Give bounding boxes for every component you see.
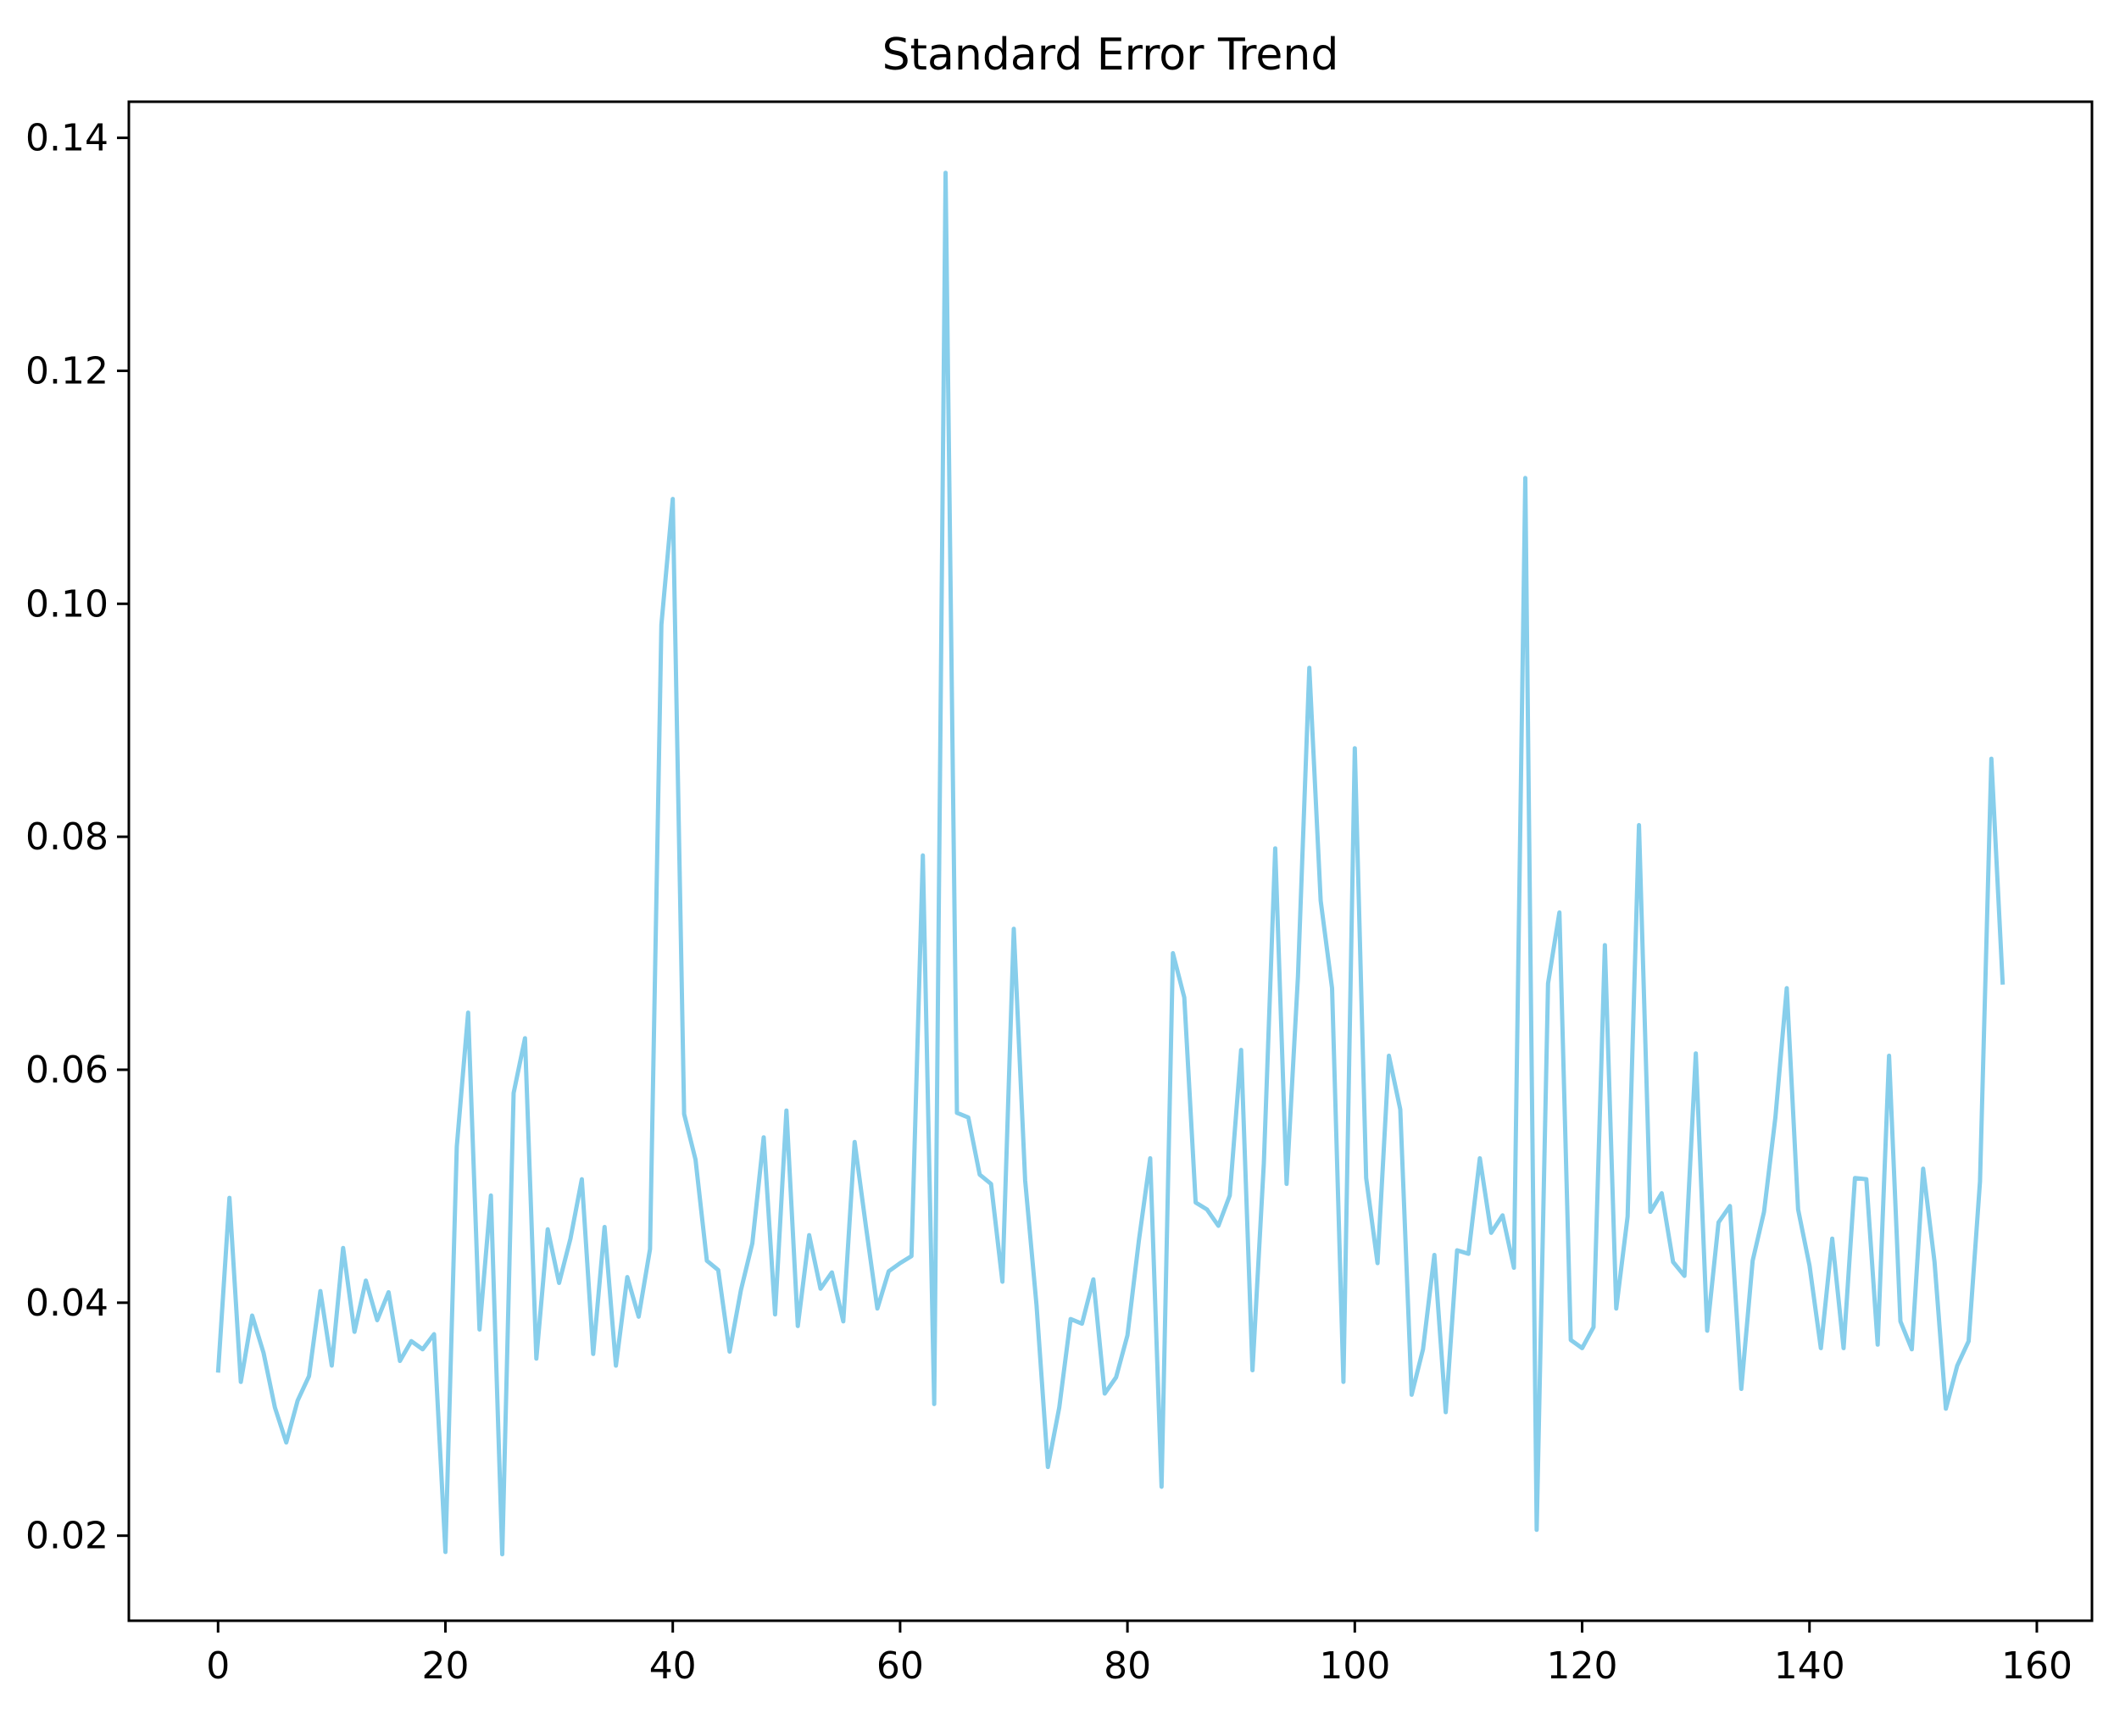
y-tick-label: 0.12: [25, 349, 108, 392]
y-axis: 0.02 0.04 0.06 0.08 0.10 0.12 0.14: [25, 117, 129, 1558]
x-tick-label: 0: [206, 1644, 230, 1688]
x-tick-label: 20: [421, 1644, 469, 1688]
x-tick-label: 60: [876, 1644, 924, 1688]
y-tick-label: 0.08: [25, 815, 108, 859]
axes-frame: [127, 100, 2094, 1622]
x-tick-label: 40: [649, 1644, 697, 1688]
x-tick-label: 160: [2001, 1644, 2072, 1688]
y-tick-label: 0.10: [25, 582, 108, 626]
chart-title: Standard Error Trend: [882, 30, 1339, 81]
x-tick-label: 100: [1319, 1644, 1390, 1688]
x-axis: 0 20 40 60 80 100 120 140 160: [206, 1621, 2072, 1688]
x-tick-label: 80: [1104, 1644, 1151, 1688]
series-line-standard-error: [215, 170, 2006, 1557]
x-tick-label: 120: [1547, 1644, 1618, 1688]
x-tick-label: 140: [1774, 1644, 1845, 1688]
plot-area: [215, 170, 2006, 1557]
y-tick-label: 0.06: [25, 1049, 108, 1092]
y-tick-label: 0.14: [25, 117, 108, 160]
y-tick-label: 0.02: [25, 1515, 108, 1558]
y-tick-label: 0.04: [25, 1282, 108, 1325]
